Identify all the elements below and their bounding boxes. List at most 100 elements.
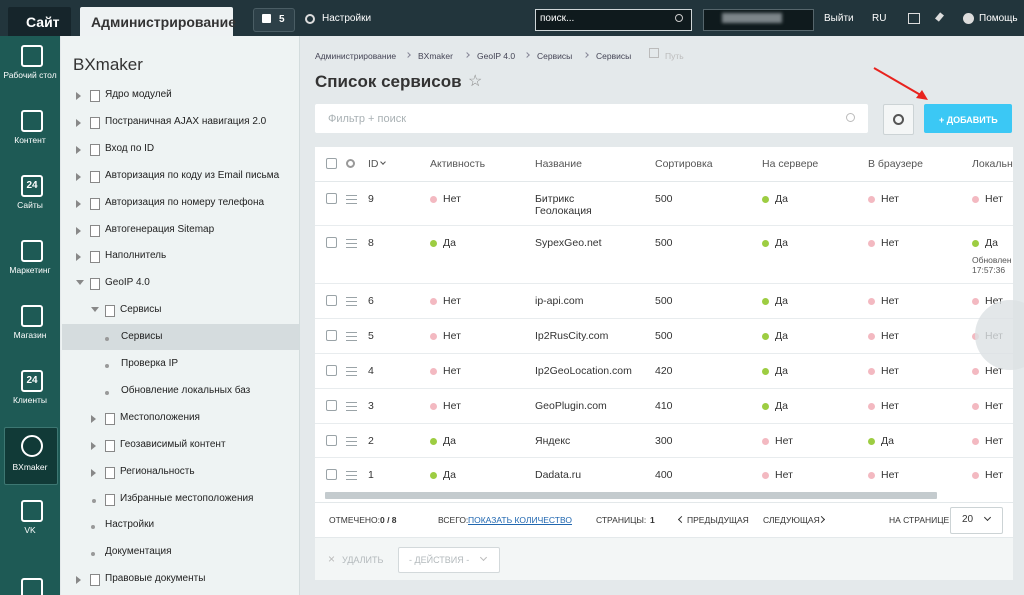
- column-header[interactable]: Локальн: [972, 158, 1013, 170]
- tree-toggle[interactable]: [76, 92, 85, 100]
- tree-item[interactable]: Правовые документы: [105, 573, 206, 585]
- column-header[interactable]: На сервере: [762, 158, 819, 170]
- breadcrumb[interactable]: Сервисы: [537, 51, 573, 61]
- tree-item[interactable]: Избранные местоположения: [120, 492, 254, 504]
- row-handle[interactable]: [346, 437, 357, 446]
- tree-item[interactable]: Вход по ID: [105, 142, 155, 154]
- tree-item[interactable]: Проверка IP: [121, 358, 179, 369]
- tree-toggle[interactable]: [76, 199, 85, 208]
- tree-toggle[interactable]: [76, 172, 85, 181]
- actions-dropdown[interactable]: [398, 547, 500, 573]
- column-header[interactable]: Название: [535, 158, 582, 170]
- nav-label[interactable]: BXmaker: [12, 462, 48, 472]
- tree-item[interactable]: Постраничная AJAX навигация 2.0: [105, 115, 267, 127]
- row-checkbox[interactable]: [326, 295, 337, 306]
- breadcrumb[interactable]: Администрирование: [315, 51, 397, 61]
- nav-label[interactable]: Контент: [14, 135, 46, 145]
- path-icon: [649, 48, 659, 58]
- add-button[interactable]: [924, 104, 1012, 133]
- tree-doc-icon: [90, 251, 100, 264]
- scroll-nav[interactable]: [975, 300, 1024, 370]
- row-checkbox[interactable]: [326, 365, 337, 376]
- lang-switch[interactable]: RU: [872, 13, 887, 24]
- delete-button[interactable]: УДАЛИТЬ: [342, 555, 384, 565]
- row-checkbox[interactable]: [326, 237, 337, 248]
- breadcrumb[interactable]: Сервисы: [596, 51, 632, 61]
- tree-toggle[interactable]: [76, 145, 85, 154]
- filter-box[interactable]: [315, 104, 868, 133]
- tree-toggle[interactable]: [91, 468, 100, 477]
- status-text: Нет: [443, 400, 461, 412]
- next-link[interactable]: СЛЕДУЮЩАЯ: [763, 515, 820, 525]
- breadcrumb-sep: [524, 52, 530, 58]
- nav-label[interactable]: Сайты: [17, 200, 43, 210]
- tree-doc-icon: [90, 574, 100, 587]
- search-box[interactable]: [535, 9, 692, 31]
- nav-label[interactable]: Рабочий стол: [3, 70, 57, 80]
- tree-item[interactable]: Региональность: [120, 465, 195, 477]
- breadcrumb[interactable]: BXmaker: [418, 51, 453, 61]
- tree-item[interactable]: Авторизация по коду из Email письма: [105, 169, 280, 181]
- tree-item[interactable]: Ядро модулей: [105, 89, 172, 100]
- help-icon: [963, 13, 974, 24]
- scrollbar[interactable]: [325, 492, 937, 499]
- row-handle[interactable]: [346, 239, 357, 248]
- breadcrumb[interactable]: GeoIP 4.0: [477, 51, 516, 61]
- prev-link[interactable]: ПРЕДЫДУЩАЯ: [687, 515, 749, 525]
- path-label: Путь: [665, 51, 684, 61]
- per-page-select[interactable]: [950, 507, 1003, 534]
- row-checkbox[interactable]: [326, 435, 337, 446]
- tree-toggle[interactable]: [91, 441, 100, 450]
- logout-link[interactable]: Выйти: [824, 13, 854, 24]
- cell: 420: [655, 365, 673, 377]
- tree-item[interactable]: Геозависимый контент: [120, 438, 226, 450]
- header-checkbox[interactable]: [326, 158, 337, 169]
- tree-item[interactable]: Обновление локальных баз: [121, 384, 251, 396]
- tree-toggle[interactable]: [76, 226, 85, 235]
- column-header[interactable]: Активность: [430, 158, 486, 170]
- tree-toggle[interactable]: [91, 307, 99, 316]
- tree-item[interactable]: Автогенерация Sitemap: [105, 223, 215, 235]
- settings-link[interactable]: Настройки: [322, 13, 372, 24]
- notifications[interactable]: [253, 8, 295, 32]
- tree-item[interactable]: Документация: [105, 546, 172, 558]
- total-link[interactable]: ПОКАЗАТЬ КОЛИЧЕСТВО: [468, 515, 572, 525]
- tree-item[interactable]: Наполнитель: [105, 250, 167, 262]
- tree-toggle[interactable]: [76, 118, 85, 127]
- admin-tab[interactable]: [80, 7, 233, 36]
- tree-item[interactable]: Авторизация по номеру телефона: [105, 196, 265, 208]
- tree-toggle[interactable]: [76, 253, 85, 262]
- column-header[interactable]: Сортировка: [655, 158, 713, 170]
- row-handle[interactable]: [346, 195, 357, 204]
- tree-item[interactable]: GeoIP 4.0: [105, 277, 150, 289]
- nav-label[interactable]: Маркетинг: [9, 265, 51, 275]
- row-checkbox[interactable]: [326, 469, 337, 480]
- row-checkbox[interactable]: [326, 330, 337, 341]
- row-handle[interactable]: [346, 332, 357, 341]
- site-tab[interactable]: [8, 7, 71, 36]
- status-dot: [430, 368, 437, 375]
- status-text: Нет: [985, 469, 1003, 481]
- column-header[interactable]: ID: [368, 158, 379, 170]
- nav-label[interactable]: Магазин: [13, 330, 47, 340]
- tree-toggle[interactable]: [76, 280, 84, 289]
- row-handle[interactable]: [346, 471, 357, 480]
- nav-label[interactable]: VK: [24, 525, 36, 535]
- tree-item[interactable]: Местоположения: [120, 411, 200, 423]
- help-link[interactable]: Помощь: [979, 13, 1018, 24]
- tree-item[interactable]: Настройки: [105, 519, 155, 531]
- row-checkbox[interactable]: [326, 193, 337, 204]
- row-handle[interactable]: [346, 402, 357, 411]
- row-handle[interactable]: [346, 297, 357, 306]
- row-border: [315, 318, 1013, 319]
- nav-label[interactable]: Клиенты: [12, 395, 48, 405]
- status-text: Нет: [443, 330, 461, 342]
- status-dot: [762, 403, 769, 410]
- tree-toggle[interactable]: [76, 576, 85, 585]
- tree-item[interactable]: Сервисы: [120, 304, 162, 316]
- column-header[interactable]: В браузере: [868, 158, 923, 170]
- tree-item[interactable]: Сервисы: [121, 331, 163, 343]
- row-handle[interactable]: [346, 367, 357, 376]
- row-checkbox[interactable]: [326, 400, 337, 411]
- tree-toggle[interactable]: [91, 414, 100, 423]
